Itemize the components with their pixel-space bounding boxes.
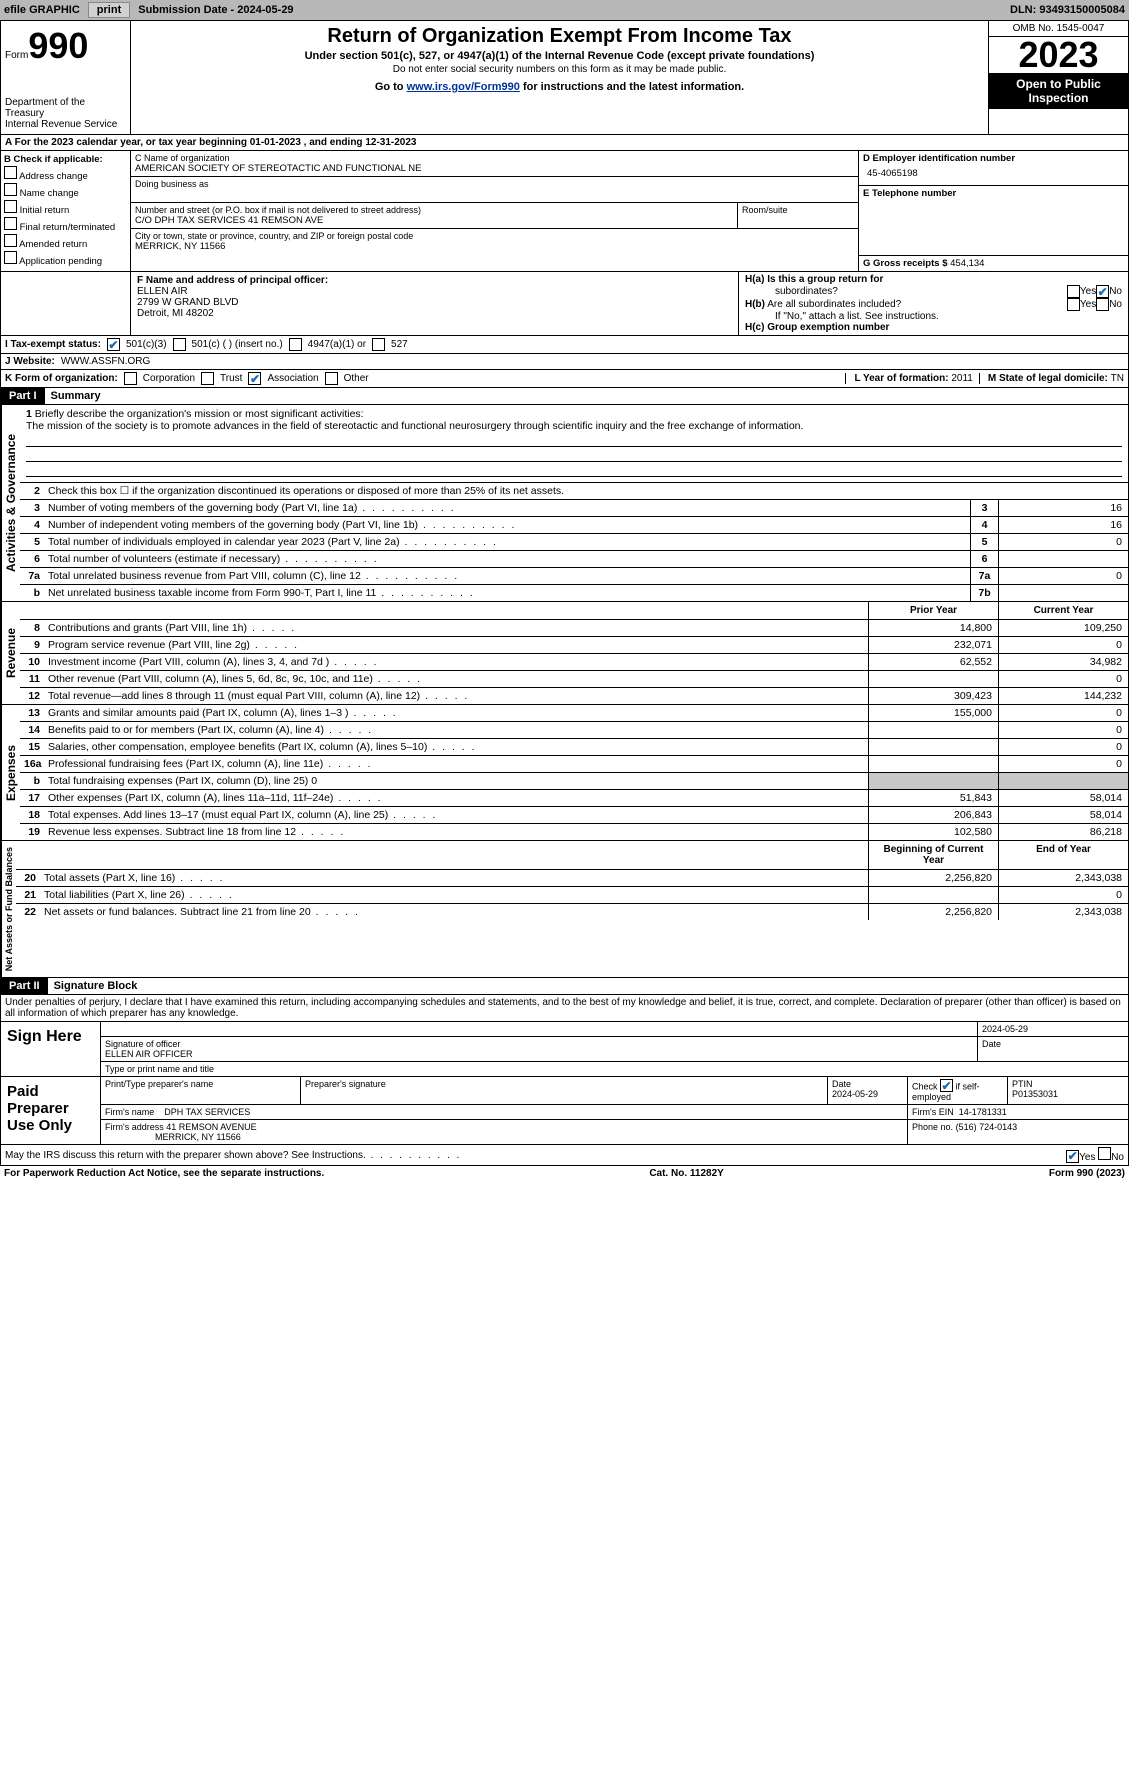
perjury-text: Under penalties of perjury, I declare th… — [0, 995, 1129, 1022]
form-header: Form990 Department of the Treasury Inter… — [0, 20, 1129, 135]
header-mid: Return of Organization Exempt From Incom… — [131, 21, 988, 134]
exp-section: Expenses 13Grants and similar amounts pa… — [0, 705, 1129, 841]
irs-link[interactable]: www.irs.gov/Form990 — [407, 81, 520, 93]
gov-row: 5Total number of individuals employed in… — [20, 534, 1128, 551]
tax-status-row: I Tax-exempt status: 501(c)(3) 501(c) ( … — [0, 336, 1129, 354]
discuss-row: May the IRS discuss this return with the… — [0, 1145, 1129, 1166]
gov-section: Activities & Governance 1 Briefly descri… — [0, 405, 1129, 602]
net-section: Net Assets or Fund Balances Beginning of… — [0, 841, 1129, 978]
data-row: 16aProfessional fundraising fees (Part I… — [20, 756, 1128, 773]
part2-header: Part IISignature Block — [0, 978, 1129, 995]
sign-here-block: Sign Here 2024-05-29 Signature of office… — [0, 1022, 1129, 1077]
gov-row: 3Number of voting members of the governi… — [20, 500, 1128, 517]
print-button[interactable]: print — [88, 2, 130, 18]
footer: For Paperwork Reduction Act Notice, see … — [0, 1166, 1129, 1181]
website-row: J Website: WWW.ASSFN.ORG — [0, 354, 1129, 370]
col-d: D Employer identification number45-40651… — [858, 151, 1128, 271]
efile-label: efile GRAPHIC — [4, 4, 80, 16]
paid-preparer-block: Paid Preparer Use Only Print/Type prepar… — [0, 1077, 1129, 1145]
data-row: 9Program service revenue (Part VIII, lin… — [20, 637, 1128, 654]
col-b: B Check if applicable: Address change Na… — [1, 151, 131, 271]
dln: DLN: 93493150005084 — [1010, 4, 1125, 16]
gov-row: 2Check this box ☐ if the organization di… — [20, 483, 1128, 500]
subdate: Submission Date - 2024-05-29 — [138, 4, 293, 16]
k-l-m-row: K Form of organization: Corporation Trus… — [0, 370, 1129, 388]
gov-row: bNet unrelated business taxable income f… — [20, 585, 1128, 601]
data-row: 10Investment income (Part VIII, column (… — [20, 654, 1128, 671]
data-row: 8Contributions and grants (Part VIII, li… — [20, 620, 1128, 637]
header-left: Form990 Department of the Treasury Inter… — [1, 21, 131, 134]
data-row: 20Total assets (Part X, line 16)2,256,82… — [16, 870, 1128, 887]
header-right: OMB No. 1545-0047 2023 Open to Public In… — [988, 21, 1128, 134]
row-a: A For the 2023 calendar year, or tax yea… — [0, 135, 1129, 151]
data-row: 12Total revenue—add lines 8 through 11 (… — [20, 688, 1128, 704]
gov-row: 7aTotal unrelated business revenue from … — [20, 568, 1128, 585]
data-row: 11Other revenue (Part VIII, column (A), … — [20, 671, 1128, 688]
data-row: 13Grants and similar amounts paid (Part … — [20, 705, 1128, 722]
data-row: 17Other expenses (Part IX, column (A), l… — [20, 790, 1128, 807]
data-row: bTotal fundraising expenses (Part IX, co… — [20, 773, 1128, 790]
topbar: efile GRAPHIC print Submission Date - 20… — [0, 0, 1129, 20]
data-row: 19Revenue less expenses. Subtract line 1… — [20, 824, 1128, 840]
data-row: 18Total expenses. Add lines 13–17 (must … — [20, 807, 1128, 824]
data-row: 15Salaries, other compensation, employee… — [20, 739, 1128, 756]
data-row: 21Total liabilities (Part X, line 26)0 — [16, 887, 1128, 904]
officer-h-row: F Name and address of principal officer:… — [0, 272, 1129, 336]
gov-row: 4Number of independent voting members of… — [20, 517, 1128, 534]
rev-section: Revenue Prior YearCurrent Year 8Contribu… — [0, 602, 1129, 705]
gov-row: 6Total number of volunteers (estimate if… — [20, 551, 1128, 568]
col-c: C Name of organizationAMERICAN SOCIETY O… — [131, 151, 858, 271]
data-row: 14Benefits paid to or for members (Part … — [20, 722, 1128, 739]
info-grid: B Check if applicable: Address change Na… — [0, 151, 1129, 272]
data-row: 22Net assets or fund balances. Subtract … — [16, 904, 1128, 920]
part1-header: Part ISummary — [0, 388, 1129, 405]
